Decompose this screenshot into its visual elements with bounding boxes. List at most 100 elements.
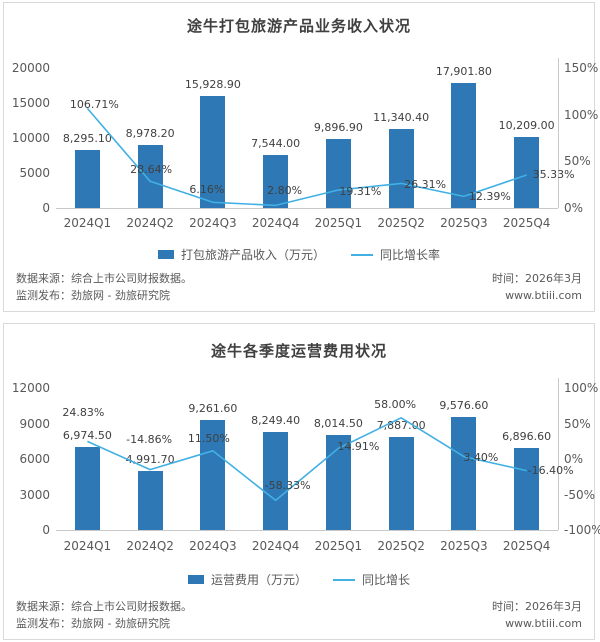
right-axis-tick-label: -100% xyxy=(564,523,600,537)
bar-value-label: 11,340.40 xyxy=(373,110,430,124)
line-point-label: -16.40% xyxy=(527,463,574,477)
bar-value-label: 17,901.80 xyxy=(435,64,492,78)
right-axis-tick-label: 50% xyxy=(564,154,591,169)
bar-value-label: 8,249.40 xyxy=(251,414,301,428)
x-axis-line xyxy=(56,530,558,531)
left-axis-tick-label: 9000 xyxy=(19,416,50,431)
category-label: 2025Q1 xyxy=(314,539,363,553)
footer-meta-block: 时间：2026年3月 www.btiii.com xyxy=(492,599,582,632)
right-axis-tick-label: 100% xyxy=(564,107,599,122)
legend-item-bar: 运营费用（万元） xyxy=(187,571,307,588)
category-label: 2024Q4 xyxy=(251,216,300,230)
line-point-label: -58.33% xyxy=(264,479,311,493)
bar xyxy=(137,145,163,208)
revenue-panel: 途牛打包旅游产品业务收入状况 20000 15000 10000 5000 0 150% 1… xyxy=(3,2,598,312)
data-source-text: 数据来源：综合上市公司财报数据。 xyxy=(16,600,192,613)
right-axis-tick-label: 50% xyxy=(564,416,591,431)
bar xyxy=(263,155,289,208)
bar-value-label: 8,978.20 xyxy=(125,127,175,141)
category-label: 2024Q3 xyxy=(189,539,237,553)
expenses-chart-legend: 运营费用（万元） 同比增长 xyxy=(4,571,594,588)
publisher-text: 监测发布：劲旅网 - 劲旅研究院 xyxy=(16,616,170,630)
website-text: www.btiii.com xyxy=(505,288,582,302)
line-point-label: 3.40% xyxy=(463,450,499,464)
category-label: 2024Q3 xyxy=(189,216,237,230)
secondary-axis-line xyxy=(558,378,559,530)
bar xyxy=(137,470,163,530)
line-point-label: 19.31% xyxy=(339,184,382,198)
expenses-panel: 途牛各季度运营费用状况 12000 9000 6000 3000 0 100% 50% 0% -… xyxy=(3,323,600,640)
left-axis-tick-label: 5000 xyxy=(19,166,50,180)
category-label: 2025Q3 xyxy=(440,216,488,230)
bar-value-label: 15,928.90 xyxy=(184,78,241,92)
bar-value-label: 9,896.90 xyxy=(313,120,363,134)
footer-source-block: 数据来源：综合上市公司财报数据。 监测发布：劲旅网 - 劲旅研究院 xyxy=(16,599,192,632)
bar-value-label: 7,887.00 xyxy=(376,418,426,432)
line-point-label: 28.64% xyxy=(130,163,173,177)
line-series-swatch xyxy=(351,253,373,256)
category-label: 2024Q1 xyxy=(63,539,112,553)
left-axis-tick-label: 3000 xyxy=(19,487,50,502)
category-label: 2025Q4 xyxy=(502,539,551,553)
legend-item-bar: 打包旅游产品收入（万元） xyxy=(157,246,325,263)
category-label: 2024Q2 xyxy=(126,539,174,553)
bar xyxy=(200,96,226,208)
legend-label: 运营费用（万元） xyxy=(210,573,307,587)
line-point-label: 11.50% xyxy=(187,431,230,445)
line-series-swatch xyxy=(333,578,355,581)
bar xyxy=(74,149,100,208)
report-time-text: 时间：2026年3月 xyxy=(492,600,582,613)
legend-item-line: 同比增长 xyxy=(333,571,410,588)
bar xyxy=(451,82,477,208)
line-point-label: 26.31% xyxy=(404,178,447,192)
bar-value-label: 6,974.50 xyxy=(62,429,112,443)
bar-value-label: 10,209.00 xyxy=(498,118,555,132)
website-text: www.btiii.com xyxy=(505,616,582,630)
revenue-chart-plot: 20000 15000 10000 5000 0 150% 100% 50% 0% 2024Q1 2… xyxy=(4,3,598,311)
line-point-label: 35.33% xyxy=(532,168,575,182)
publisher-text: 监测发布：劲旅网 - 劲旅研究院 xyxy=(16,288,170,302)
growth-trend-line xyxy=(87,417,527,502)
right-axis-tick-label: 100% xyxy=(564,381,599,395)
line-point-label: 24.83% xyxy=(62,406,105,420)
bar-value-label: 8,014.50 xyxy=(313,417,363,431)
growth-trend-line xyxy=(86,107,527,207)
revenue-chart-legend: 打包旅游产品收入（万元） 同比增长率 xyxy=(4,246,594,263)
line-point-label: 58.00% xyxy=(374,397,417,411)
expenses-chart-title: 途牛各季度运营费用状况 xyxy=(210,342,387,360)
category-label: 2025Q2 xyxy=(377,539,425,553)
legend-label: 同比增长率 xyxy=(380,248,441,262)
footer-meta-block: 时间：2026年3月 www.btiii.com xyxy=(492,271,582,304)
left-axis-tick-label: 6000 xyxy=(19,452,50,466)
left-axis-tick-label: 20000 xyxy=(11,61,50,75)
category-label: 2025Q2 xyxy=(377,216,425,230)
bar-series-swatch xyxy=(187,575,204,584)
category-label: 2025Q4 xyxy=(502,216,551,230)
bar xyxy=(388,128,414,208)
bar-value-label: 9,576.60 xyxy=(439,398,489,412)
line-point-label: 106.71% xyxy=(69,98,119,112)
line-point-label: 12.39% xyxy=(468,190,511,204)
right-axis-tick-label: 0% xyxy=(564,201,584,215)
legend-label: 同比增长 xyxy=(362,573,411,587)
bar xyxy=(74,447,100,530)
category-label: 2025Q1 xyxy=(314,216,363,230)
bar-value-label: 6,896.60 xyxy=(502,430,552,444)
bar-value-label: 9,261.60 xyxy=(188,402,238,416)
category-label: 2024Q4 xyxy=(251,539,300,553)
line-point-label: -14.86% xyxy=(126,432,173,446)
right-axis-tick-label: 0% xyxy=(564,452,584,466)
data-source-text: 数据来源：综合上市公司财报数据。 xyxy=(16,272,192,285)
report-time-text: 时间：2026年3月 xyxy=(492,272,582,285)
bar xyxy=(263,432,289,530)
bar xyxy=(325,435,351,530)
bar xyxy=(388,436,414,530)
category-label: 2024Q2 xyxy=(126,216,174,230)
right-axis-tick-label: -50% xyxy=(564,487,596,502)
right-axis-tick-label: 150% xyxy=(564,61,599,75)
line-point-label: 14.91% xyxy=(337,440,380,454)
bar-value-label: 8,295.10 xyxy=(62,131,112,145)
bar-value-label: 4,991.70 xyxy=(125,452,175,466)
bar xyxy=(514,136,540,208)
left-axis-tick-label: 12000 xyxy=(11,381,50,395)
